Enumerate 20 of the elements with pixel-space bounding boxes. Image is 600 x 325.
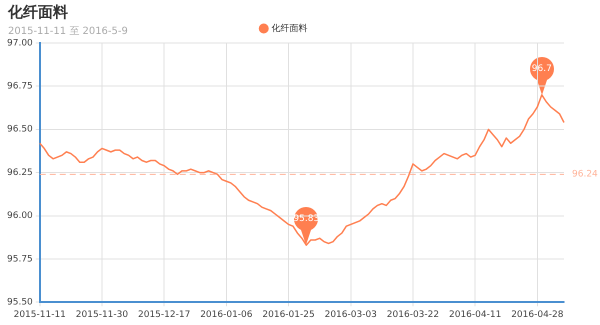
- chart-title: 化纤面料: [8, 3, 68, 22]
- x-tick-label: 2015-11-30: [76, 310, 128, 320]
- x-tick-label: 2015-12-17: [138, 310, 190, 320]
- legend-label: 化纤面料: [271, 22, 308, 34]
- x-tick-label: 2016-01-25: [262, 310, 315, 320]
- y-tick-label: 96.25: [7, 168, 33, 178]
- y-tick-label: 97.00: [7, 38, 34, 48]
- x-tick-label: 2016-03-22: [386, 310, 440, 320]
- ref-line-label: 96.24: [572, 170, 598, 180]
- x-tick-label: 2016-04-11: [448, 310, 502, 320]
- x-tick-label: 2016-03-03: [324, 310, 377, 320]
- y-tick-label: 96.50: [7, 124, 34, 135]
- x-tick-label: 2015-11-11: [14, 310, 66, 320]
- y-tick-label: 96.75: [7, 82, 33, 92]
- y-tick-label: 95.75: [7, 254, 33, 264]
- y-tick-label: 96.00: [7, 211, 34, 222]
- x-tick-label: 2016-01-06: [200, 310, 253, 320]
- x-tick-label: 2016-04-28: [511, 310, 564, 320]
- y-tick-label: 95.50: [7, 298, 34, 308]
- chart-subtitle: 2015-11-11 至 2016-5-9: [8, 25, 128, 38]
